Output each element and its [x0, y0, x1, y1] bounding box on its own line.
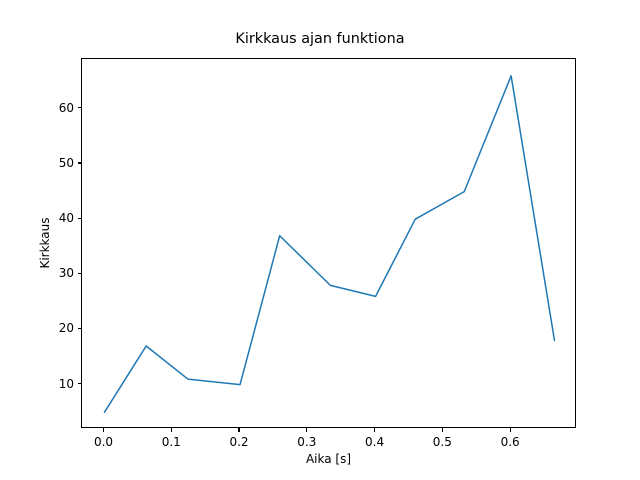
x-tick-mark: [238, 428, 240, 432]
x-tick-label: 0.6: [500, 435, 520, 449]
y-tick-mark: [77, 272, 81, 274]
line-series-path: [103, 75, 556, 413]
y-tick-mark: [77, 383, 81, 385]
chart-title: Kirkkaus ajan funktiona: [235, 31, 405, 47]
y-tick-label: 50: [58, 156, 74, 171]
x-tick-label: 0.0: [93, 435, 114, 449]
plot-area: [81, 58, 576, 428]
y-tick-label: 40: [58, 211, 74, 226]
x-tick-mark: [306, 428, 308, 432]
y-tick-mark: [77, 217, 81, 219]
x-tick-label: 0.3: [297, 435, 317, 449]
line-series-svg: [103, 75, 556, 413]
x-tick-mark: [374, 428, 376, 432]
y-tick-mark: [77, 162, 81, 164]
x-tick-label: 0.1: [161, 435, 181, 449]
y-tick-mark: [77, 327, 81, 329]
x-tick-label: 0.5: [432, 435, 452, 449]
y-tick-label: 20: [58, 321, 74, 336]
x-tick-mark: [170, 428, 172, 432]
y-tick-label: 60: [58, 100, 74, 115]
x-tick-label: 0.2: [229, 435, 249, 449]
x-axis-label: Aika [s]: [305, 452, 352, 466]
y-tick-label: 10: [58, 376, 74, 391]
x-tick-mark: [441, 428, 443, 432]
x-tick-label: 0.4: [365, 435, 385, 449]
y-axis-label: Kirkkaus: [38, 217, 52, 269]
y-tick-label: 30: [58, 266, 74, 281]
x-tick-mark: [509, 428, 511, 432]
x-tick-mark: [102, 428, 105, 432]
y-tick-mark: [77, 107, 81, 109]
